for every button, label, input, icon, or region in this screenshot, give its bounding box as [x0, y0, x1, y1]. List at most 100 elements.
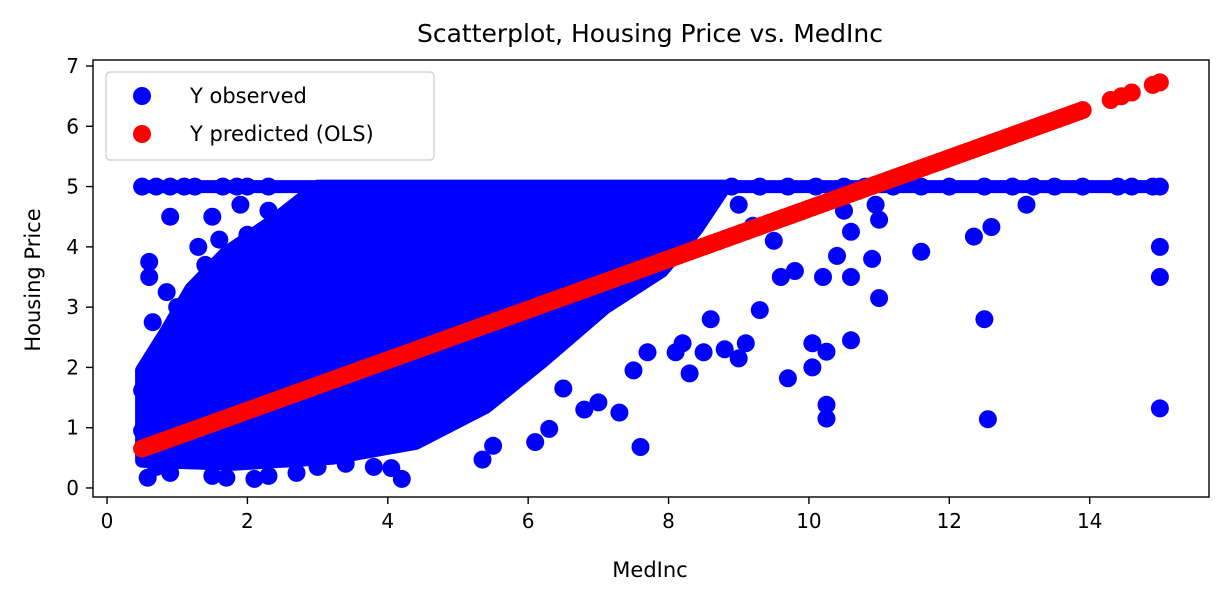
- observed-point: [133, 381, 152, 400]
- observed-point: [175, 313, 194, 332]
- observed-point: [364, 457, 383, 476]
- observed-point: [814, 268, 832, 286]
- observed-point: [217, 468, 236, 487]
- observed-point: [147, 400, 166, 419]
- observed-point: [870, 289, 889, 308]
- observed-point: [631, 438, 650, 456]
- observed-point: [736, 334, 755, 353]
- observed-point: [982, 218, 1001, 236]
- observed-point: [147, 177, 166, 196]
- observed-point: [238, 177, 257, 196]
- observed-point: [978, 410, 997, 429]
- y-axis-label: Housing Price: [21, 208, 45, 351]
- observed-point: [701, 310, 720, 329]
- observed-point: [778, 369, 797, 388]
- observed-point: [164, 361, 183, 380]
- observed-point: [975, 310, 994, 329]
- y-tick-label: 1: [66, 416, 79, 440]
- observed-point: [1150, 268, 1169, 286]
- observed-point: [157, 283, 176, 302]
- legend-marker-observed: [133, 87, 151, 105]
- observed-point: [764, 231, 783, 250]
- observed-point: [638, 343, 657, 362]
- observed-point: [1045, 177, 1064, 196]
- x-axis: 0 2 4 6 8 10 12 14: [101, 497, 1102, 533]
- observed-points: [133, 177, 1169, 488]
- legend-marker-predicted: [133, 125, 151, 143]
- observed-point: [1150, 399, 1169, 418]
- observed-point: [540, 419, 559, 438]
- observed-point: [624, 361, 643, 380]
- observed-point: [806, 177, 825, 196]
- observed-point: [392, 469, 411, 488]
- observed-point: [189, 237, 208, 256]
- observed-point: [161, 463, 180, 482]
- y-tick-label: 6: [66, 114, 79, 138]
- x-tick-label: 10: [796, 509, 821, 533]
- observed-point: [912, 177, 931, 196]
- observed-point: [722, 177, 741, 196]
- observed-point: [231, 195, 250, 214]
- observed-point: [589, 393, 608, 412]
- observed-point: [1108, 177, 1127, 196]
- observed-point: [715, 340, 734, 359]
- y-tick-label: 4: [66, 235, 79, 259]
- observed-point: [473, 450, 492, 469]
- observed-point: [140, 268, 159, 286]
- x-tick-label: 0: [101, 509, 114, 533]
- observed-point: [161, 207, 180, 226]
- observed-point: [866, 195, 885, 214]
- observed-point: [771, 268, 790, 286]
- observed-point: [210, 230, 229, 249]
- y-tick-label: 2: [66, 355, 79, 379]
- observed-point: [245, 469, 264, 488]
- observed-point: [213, 177, 232, 196]
- observed-point: [975, 177, 994, 196]
- x-tick-label: 2: [241, 509, 254, 533]
- y-tick-label: 0: [66, 476, 79, 500]
- observed-point: [863, 249, 882, 268]
- observed-point: [133, 421, 152, 440]
- observed-point: [817, 409, 836, 428]
- observed-point: [828, 246, 846, 265]
- observed-point: [750, 301, 769, 320]
- observed-point: [817, 342, 836, 361]
- observed-point: [1150, 237, 1169, 256]
- observed-point: [554, 379, 573, 398]
- observed-point: [1017, 195, 1036, 214]
- plot-area: [133, 73, 1169, 488]
- observed-point: [154, 385, 173, 404]
- y-axis: 0 1 2 3 4 5 6 7: [66, 54, 93, 500]
- observed-point: [575, 400, 594, 419]
- x-tick-label: 14: [1077, 509, 1102, 533]
- observed-point: [259, 466, 278, 485]
- observed-point: [964, 227, 983, 246]
- observed-point: [842, 331, 860, 350]
- observed-point: [336, 454, 355, 473]
- observed-point: [729, 195, 748, 214]
- predicted-point: [1073, 101, 1092, 120]
- observed-point: [673, 334, 692, 353]
- observed-point: [785, 262, 804, 280]
- observed-point: [308, 457, 327, 476]
- observed-point: [238, 225, 257, 244]
- observed-point: [694, 343, 713, 362]
- observed-point: [273, 219, 292, 238]
- observed-point: [803, 358, 822, 377]
- observed-point: [729, 349, 748, 368]
- observed-point: [803, 334, 822, 353]
- legend-label-observed: Y observed: [189, 84, 307, 108]
- y-tick-label: 3: [66, 295, 79, 319]
- observed-point: [203, 207, 222, 226]
- observed-point: [182, 340, 201, 359]
- observed-point: [140, 252, 159, 271]
- legend: Y observed Y predicted (OLS): [105, 71, 435, 161]
- y-tick-label: 7: [66, 54, 79, 78]
- predicted-point: [1150, 73, 1169, 92]
- observed-point: [168, 298, 187, 317]
- predicted-point: [1122, 83, 1141, 102]
- plot-frame: [92, 59, 1210, 498]
- x-tick-label: 12: [937, 509, 962, 533]
- legend-label-predicted: Y predicted (OLS): [189, 122, 374, 146]
